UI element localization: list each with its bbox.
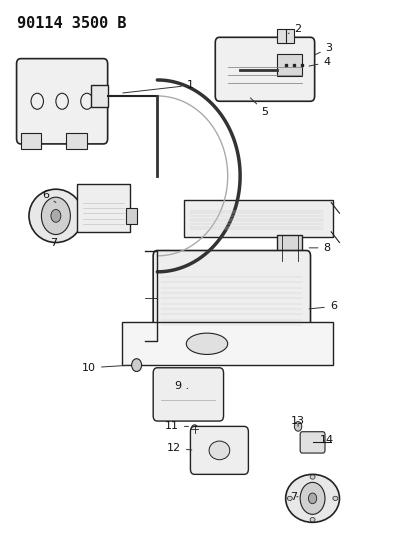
Text: 12: 12 (166, 443, 191, 453)
Circle shape (294, 422, 301, 431)
Ellipse shape (332, 496, 337, 500)
FancyBboxPatch shape (190, 426, 248, 474)
FancyBboxPatch shape (122, 322, 332, 365)
FancyBboxPatch shape (153, 251, 310, 341)
Circle shape (299, 482, 324, 514)
Text: 7: 7 (50, 235, 57, 247)
Text: 6: 6 (309, 302, 336, 311)
Ellipse shape (287, 496, 292, 500)
Circle shape (51, 209, 61, 222)
FancyBboxPatch shape (17, 59, 107, 144)
Text: 14: 14 (319, 435, 333, 445)
FancyBboxPatch shape (184, 200, 332, 237)
Ellipse shape (29, 189, 83, 243)
Bar (21, 133, 41, 149)
Circle shape (131, 359, 141, 372)
Text: 1: 1 (123, 80, 193, 93)
FancyBboxPatch shape (215, 37, 314, 101)
Text: 2: 2 (287, 25, 301, 34)
Ellipse shape (309, 518, 314, 522)
Bar (91, 85, 107, 107)
Ellipse shape (309, 475, 314, 479)
Text: 5: 5 (250, 98, 268, 117)
FancyBboxPatch shape (153, 368, 223, 421)
Ellipse shape (285, 474, 339, 522)
Bar (277, 54, 301, 76)
Text: 11: 11 (164, 422, 188, 431)
Bar (66, 133, 87, 149)
Circle shape (191, 425, 197, 433)
Text: 3: 3 (314, 43, 332, 55)
Text: 10: 10 (82, 363, 128, 373)
Bar (277, 235, 301, 261)
Text: 9: 9 (174, 382, 187, 391)
FancyBboxPatch shape (76, 184, 130, 232)
FancyBboxPatch shape (299, 432, 324, 453)
Text: 4: 4 (309, 58, 330, 67)
Text: 13: 13 (290, 416, 304, 426)
Bar (277, 29, 293, 43)
Circle shape (41, 197, 70, 235)
Text: 8: 8 (309, 243, 330, 253)
Bar (126, 208, 136, 224)
Ellipse shape (209, 441, 229, 459)
Text: 6: 6 (42, 190, 56, 203)
Ellipse shape (186, 333, 227, 354)
Text: 90114 3500 B: 90114 3500 B (17, 16, 126, 31)
Circle shape (308, 493, 316, 504)
Text: 7: 7 (290, 492, 297, 502)
